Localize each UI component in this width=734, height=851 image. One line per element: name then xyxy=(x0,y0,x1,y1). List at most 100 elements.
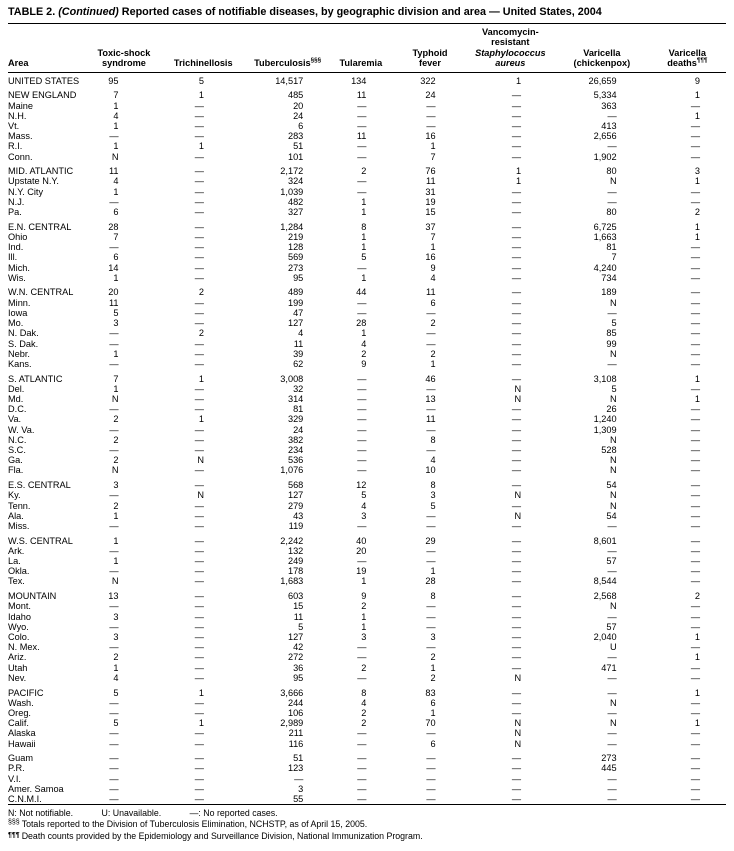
value-cell: — xyxy=(426,383,436,394)
value-cell: 8 xyxy=(430,591,436,602)
table-row: Tenn. 2 — 279 4 5 — N — xyxy=(8,501,726,511)
value-cell: 6,725 xyxy=(593,221,617,232)
value-cell: — xyxy=(607,307,617,318)
value-cell: N xyxy=(610,465,617,476)
value-cell: N xyxy=(111,151,119,162)
value-cell: — xyxy=(109,697,119,708)
value-cell: 1,240 xyxy=(593,414,617,425)
value-cell: 234 xyxy=(287,445,304,456)
value-cell: — xyxy=(194,262,204,273)
column-header-line: Tuberculosis§§§ xyxy=(254,57,322,69)
value-cell: — xyxy=(511,348,522,359)
value-cell: 4 xyxy=(361,500,367,511)
value-cell: 28 xyxy=(108,221,119,232)
value-cell: — xyxy=(511,652,522,663)
value-cell: 8 xyxy=(430,480,436,491)
value-cell: 327 xyxy=(287,207,304,218)
value-cell: 2 xyxy=(361,166,367,177)
value-cell: 1 xyxy=(694,687,700,698)
value-cell: 9 xyxy=(694,75,700,86)
value-cell: — xyxy=(109,773,119,784)
value-cell: — xyxy=(511,242,522,253)
column-header-line: Typhoid xyxy=(412,47,448,58)
value-cell: 1 xyxy=(361,611,367,622)
value-cell: 80 xyxy=(606,166,617,177)
value-cell: — xyxy=(357,141,367,152)
table-row: Conn. N — 101 — 7 — 1,902 — xyxy=(8,152,726,162)
value-cell: — xyxy=(426,642,436,653)
value-cell: 6 xyxy=(113,207,119,218)
area-cell: Ind. xyxy=(8,242,24,253)
column-header-line: Varicella xyxy=(583,47,621,58)
value-cell: 1 xyxy=(694,631,700,642)
value-cell: 8,601 xyxy=(593,535,617,546)
table-row: Mont. — — 15 2 — — N — xyxy=(8,601,726,611)
table-row: Va. 2 1 329 — 11 — 1,240 — xyxy=(8,414,726,424)
value-cell: N xyxy=(610,348,617,359)
area-cell: Va. xyxy=(8,414,22,425)
value-cell: — xyxy=(109,131,119,142)
value-cell: — xyxy=(357,465,367,476)
value-cell: 471 xyxy=(601,662,617,673)
value-cell: 6 xyxy=(430,697,436,708)
value-cell: 8 xyxy=(430,434,436,445)
area-cell: N.Y. City xyxy=(8,186,44,197)
value-cell: N xyxy=(610,434,617,445)
value-cell: 283 xyxy=(287,131,304,142)
value-cell: — xyxy=(690,455,700,466)
value-cell: — xyxy=(511,662,522,673)
area-cell: Ariz. xyxy=(8,652,27,663)
area-cell: W.N. CENTRAL xyxy=(8,287,74,298)
area-cell: D.C. xyxy=(8,404,27,415)
value-cell: — xyxy=(690,738,700,749)
value-cell: — xyxy=(357,556,367,567)
value-cell: 6 xyxy=(113,252,119,263)
value-cell: — xyxy=(357,262,367,273)
footnote-marker: §§§ xyxy=(310,57,322,65)
value-cell: 2,242 xyxy=(280,535,304,546)
value-cell: 382 xyxy=(287,434,304,445)
table-body: UNITED STATES 95 5 14,517 134 322 1 26,659 9 NEW … xyxy=(8,72,726,804)
area-cell: P.R. xyxy=(8,763,25,774)
value-cell: — xyxy=(426,556,436,567)
value-cell: 95 xyxy=(108,75,119,86)
table-title-text: Reported cases of notifiable diseases, b… xyxy=(121,6,602,18)
value-cell: 4 xyxy=(361,697,367,708)
value-cell: — xyxy=(690,252,700,263)
value-cell: — xyxy=(511,318,522,329)
value-cell: — xyxy=(194,672,204,683)
value-cell: — xyxy=(511,231,522,242)
column-header-line: Toxic-shock xyxy=(97,47,151,58)
value-cell: — xyxy=(607,520,617,531)
area-cell: La. xyxy=(8,556,21,567)
value-cell: — xyxy=(690,141,700,152)
value-cell: 1 xyxy=(113,556,119,567)
value-cell: 6 xyxy=(298,120,304,131)
value-cell: 5 xyxy=(361,252,367,263)
value-cell: — xyxy=(511,783,522,794)
value-cell: 39 xyxy=(293,348,304,359)
value-cell: 24 xyxy=(293,110,304,121)
value-cell: — xyxy=(511,480,522,491)
value-cell: 3 xyxy=(113,480,119,491)
value-cell: — xyxy=(511,535,522,546)
area-cell: N. Mex. xyxy=(8,642,40,653)
value-cell: — xyxy=(607,110,617,121)
value-cell: 1 xyxy=(113,348,119,359)
value-cell: 1 xyxy=(694,221,700,232)
area-cell: S.C. xyxy=(8,445,26,456)
table-row: P.R. — — 123 — — — 445 — xyxy=(8,763,726,773)
value-cell: — xyxy=(194,621,204,632)
value-cell: — xyxy=(194,110,204,121)
column-header-line: Trichinellosis xyxy=(173,58,233,69)
area-cell: NEW ENGLAND xyxy=(8,90,77,101)
value-cell: 279 xyxy=(287,500,304,511)
value-cell: 9 xyxy=(361,591,367,602)
value-cell: 272 xyxy=(287,652,304,663)
value-cell: — xyxy=(194,221,204,232)
value-cell: 273 xyxy=(287,262,304,273)
table-row: Fla. N — 1,076 — 10 — N — xyxy=(8,465,726,475)
value-cell: 1 xyxy=(430,141,436,152)
table-row: N.C. 2 — 382 — 8 — N — xyxy=(8,435,726,445)
value-cell: — xyxy=(357,110,367,121)
